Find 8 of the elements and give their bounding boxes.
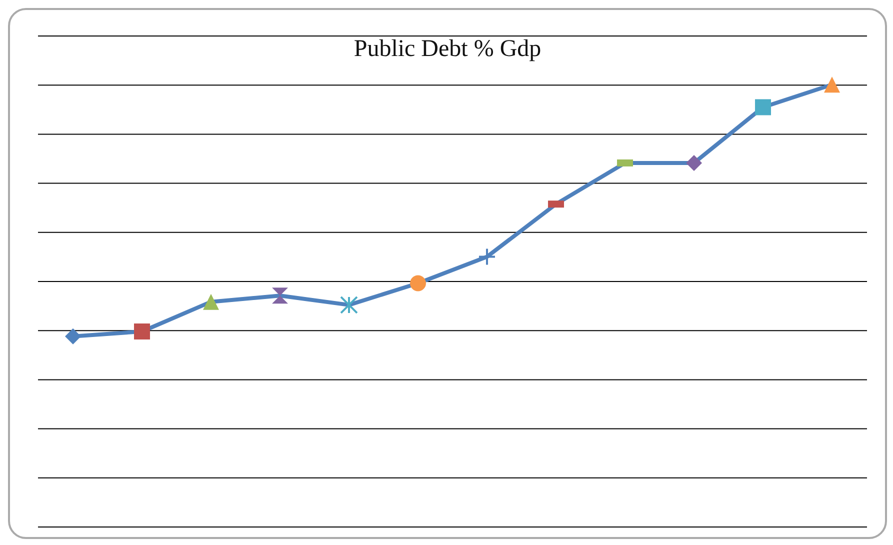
point <box>755 99 771 116</box>
point <box>410 275 426 292</box>
point <box>203 294 219 310</box>
point <box>65 328 81 344</box>
point <box>134 323 150 340</box>
point <box>686 154 702 171</box>
chart-title: Public Debt % Gdp <box>352 36 542 63</box>
point <box>824 76 840 93</box>
